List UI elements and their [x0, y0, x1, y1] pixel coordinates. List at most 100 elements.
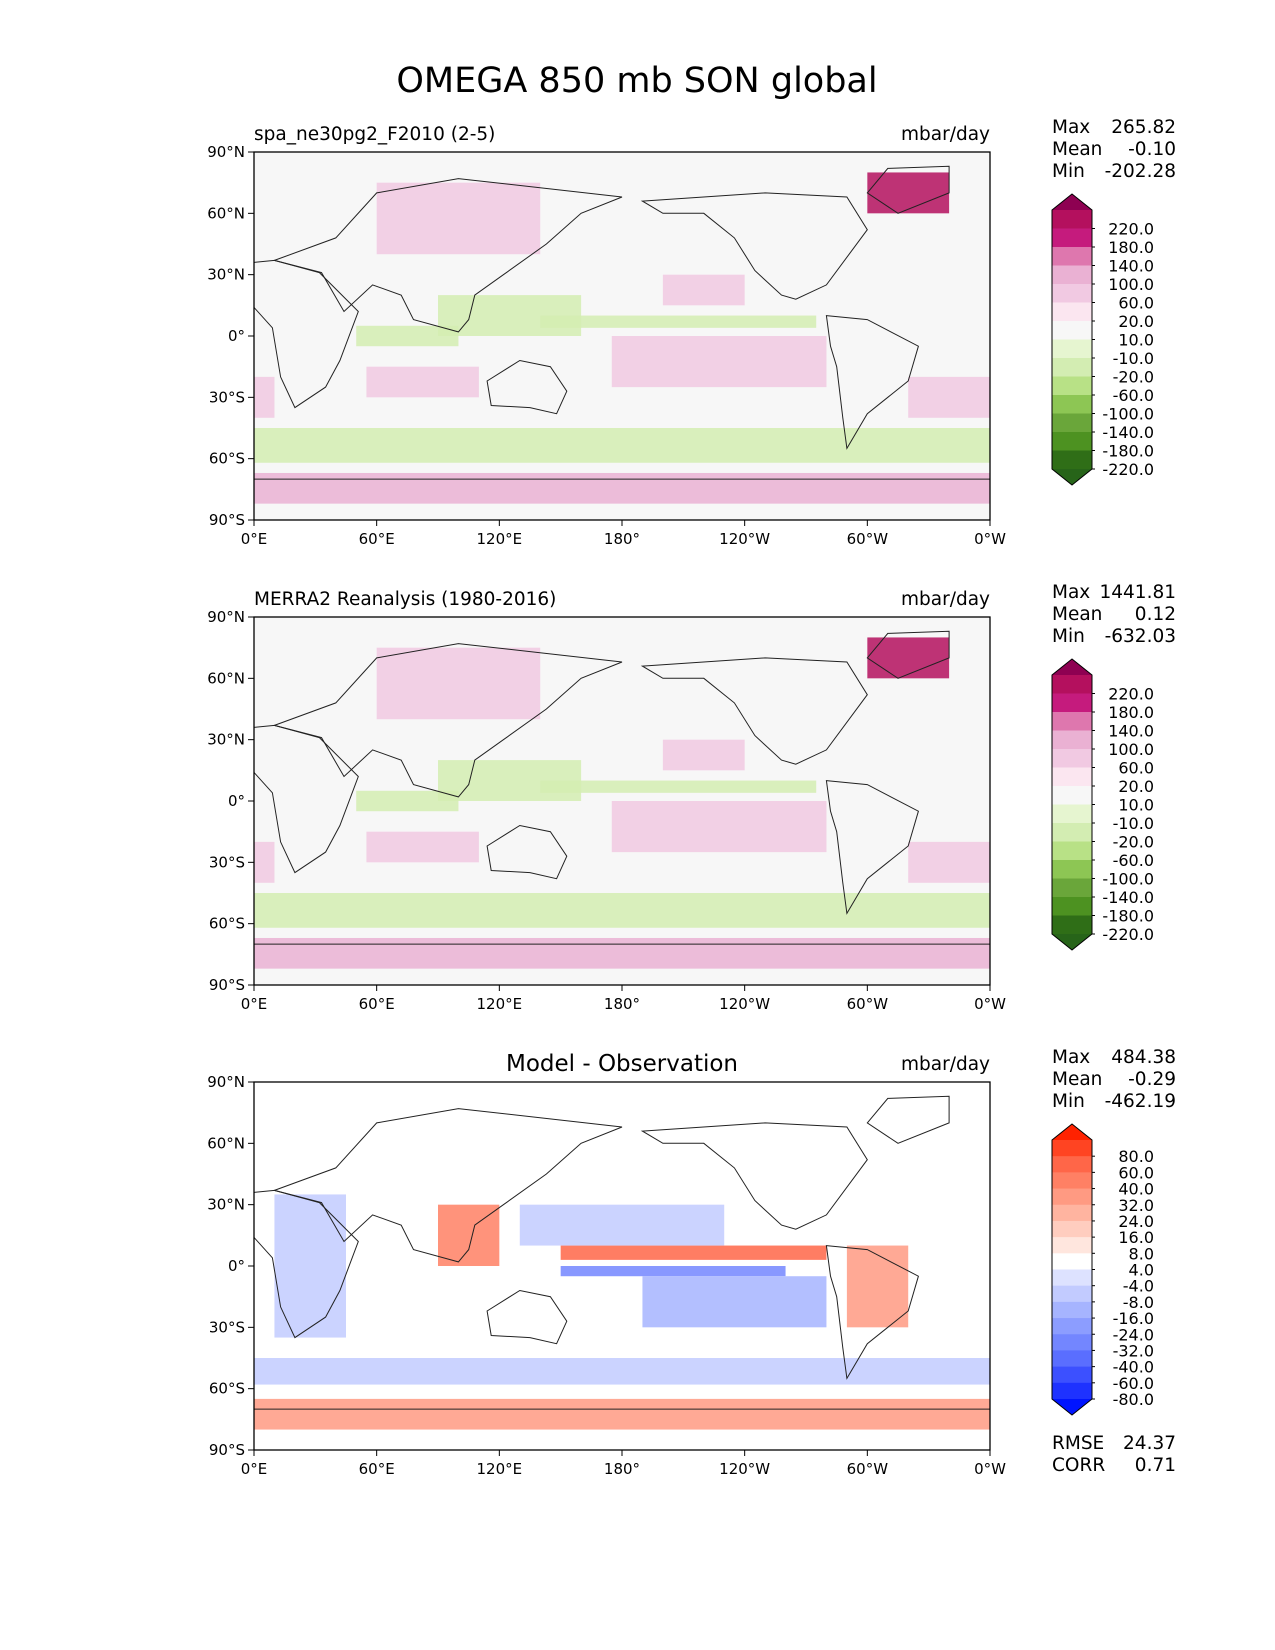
field-band [662, 274, 745, 306]
field-band [356, 790, 459, 812]
colorbar-segment [1052, 1237, 1092, 1254]
y-tick-label: 30°S [209, 1318, 245, 1336]
colorbar-segment [1052, 450, 1092, 470]
colorbar: 220.0180.0140.0100.060.020.010.0-10.0-20… [1051, 658, 1154, 951]
panel-title: Model - Observation [506, 1051, 738, 1077]
colorbar-tick-label: -60.0 [1113, 851, 1154, 870]
y-tick-label: 0° [228, 792, 245, 810]
colorbar-tick-label: 20.0 [1118, 312, 1154, 331]
panel-title: MERRA2 Reanalysis (1980-2016) [254, 589, 556, 610]
x-tick-label: 60°W [847, 995, 889, 1013]
field-band [254, 841, 275, 883]
colorbar-segment [1052, 1366, 1092, 1384]
colorbar-segment [1052, 1140, 1092, 1157]
x-tick-label: 60°E [359, 1460, 395, 1478]
y-tick-label: 90°S [209, 1441, 245, 1459]
field-band [540, 315, 817, 328]
panel-test: 0°E 60°E 120°E 180° 120°W 60°W 0°W 90°N 60°N 30°N… [207, 117, 1176, 548]
y-tick-label: 90°S [209, 976, 245, 994]
colorbar-segment [1052, 265, 1092, 285]
figure-title: OMEGA 850 mb SON global [396, 61, 877, 101]
stat-value: -632.03 [1105, 626, 1176, 647]
colorbar-segment [1052, 712, 1092, 731]
y-tick-label: 30°N [207, 731, 245, 749]
field-band [611, 336, 827, 388]
colorbar-tick-label: -60.0 [1113, 1374, 1154, 1393]
units-label: mbar/day [901, 1054, 990, 1075]
x-tick-label: 0°W [974, 530, 1006, 548]
colorbar-tick-label: -140.0 [1102, 888, 1154, 907]
colorbar-segment [1052, 1382, 1092, 1400]
x-tick-label: 0°E [241, 1460, 268, 1478]
field-band [867, 637, 950, 679]
colorbar-tick-label: -20.0 [1113, 833, 1154, 852]
x-tick-label: 120°E [477, 530, 523, 548]
colorbar-segment [1052, 749, 1092, 768]
field-band [356, 325, 459, 347]
field-band [274, 1194, 346, 1338]
y-tick-label: 30°N [207, 266, 245, 284]
field-band [519, 1204, 725, 1246]
colorbar: 220.0180.0140.0100.060.020.010.0-10.0-20… [1051, 193, 1154, 486]
stat-value: 0.12 [1135, 604, 1176, 625]
field-band [611, 801, 827, 853]
field-band [254, 1398, 990, 1430]
colorbar-tick-label: -8.0 [1123, 1293, 1154, 1312]
y-tick-label: 60°N [207, 669, 245, 687]
x-tick-label: 60°W [847, 1460, 889, 1478]
colorbar: 80.060.040.032.024.016.08.04.0-4.0-8.0-1… [1051, 1123, 1154, 1416]
y-tick-label: 60°N [207, 1134, 245, 1152]
colorbar-extend-max [1052, 659, 1092, 675]
stat-value: 0.71 [1135, 1455, 1176, 1476]
colorbar-segment [1052, 675, 1092, 694]
stat-value: -0.29 [1128, 1069, 1176, 1090]
colorbar-segment [1052, 339, 1092, 359]
x-tick-label: 0°E [241, 995, 268, 1013]
colorbar-segment [1052, 302, 1092, 322]
x-tick-label: 60°E [359, 995, 395, 1013]
panel-ref: 0°E 60°E 120°E 180° 120°W 60°W 0°W 90°N 60°N 30°N… [207, 582, 1176, 1013]
coastline [272, 1108, 623, 1263]
colorbar-segment [1052, 1188, 1092, 1206]
colorbar-tick-label: 100.0 [1108, 275, 1154, 294]
colorbar-tick-label: 60.0 [1118, 294, 1154, 313]
y-tick-label: 0° [228, 1257, 245, 1275]
colorbar-segment [1052, 767, 1092, 787]
stat-label: Max [1052, 117, 1090, 138]
coastline [866, 165, 950, 214]
stat-label: Min [1052, 1091, 1085, 1112]
colorbar-segment [1052, 247, 1092, 266]
coastline [825, 1245, 919, 1380]
colorbar-segment [1052, 1204, 1092, 1222]
stat-label: Min [1052, 626, 1085, 647]
colorbar-tick-label: 32.0 [1118, 1196, 1154, 1215]
colorbar-tick-label: 20.0 [1118, 777, 1154, 796]
y-tick-label: 90°S [209, 511, 245, 529]
colorbar-segment [1052, 395, 1092, 414]
field-band [642, 1276, 827, 1328]
colorbar-segment [1052, 321, 1092, 340]
colorbar-extend-min [1052, 934, 1092, 950]
colorbar-extend-min [1052, 469, 1092, 485]
colorbar-tick-label: 10.0 [1118, 331, 1154, 350]
colorbar-segment [1052, 432, 1092, 451]
y-tick-label: 60°S [209, 915, 245, 933]
stat-value: -202.28 [1105, 161, 1176, 182]
colorbar-segment [1052, 413, 1092, 433]
coastline [486, 1289, 568, 1345]
x-tick-label: 120°W [719, 530, 770, 548]
colorbar-extend-max [1052, 194, 1092, 210]
field-band [376, 182, 541, 255]
colorbar-tick-label: -180.0 [1102, 442, 1154, 461]
colorbar-tick-label: -60.0 [1113, 386, 1154, 405]
coastline [486, 359, 568, 415]
field-band [867, 172, 950, 214]
field-band [438, 760, 582, 801]
stat-label: Max [1052, 582, 1090, 603]
colorbar-segment [1052, 897, 1092, 916]
coastline [486, 824, 568, 880]
field-band [254, 472, 990, 504]
colorbar-tick-label: -24.0 [1113, 1325, 1154, 1344]
colorbar-segment [1052, 693, 1092, 713]
